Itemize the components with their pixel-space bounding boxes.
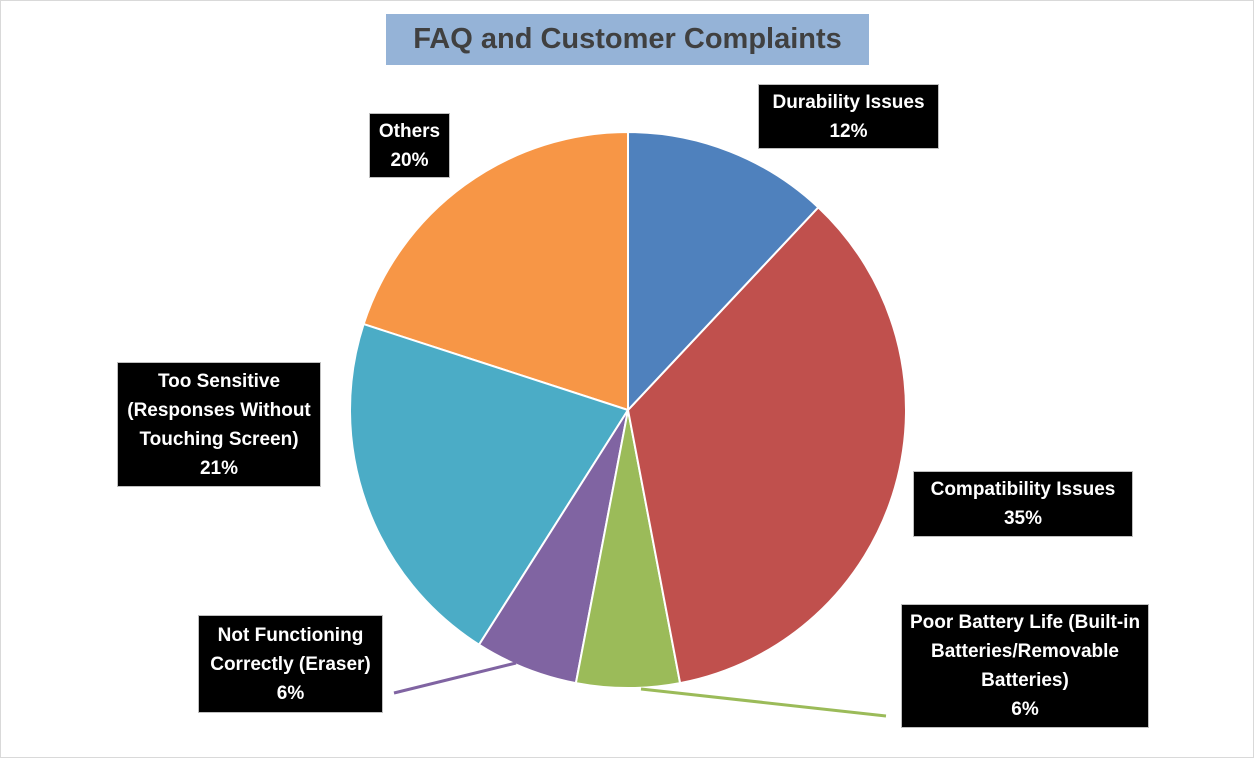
chart-title: FAQ and Customer Complaints (386, 14, 869, 65)
data-label: Poor Battery Life (Built-in Batteries/Re… (901, 604, 1149, 728)
value-label: 35% (1003, 508, 1043, 529)
category-name: Others (378, 120, 441, 142)
data-label: Compatibility Issues 35% (913, 471, 1133, 537)
category-name: Poor Battery Life (Built-in Batteries/Re… (909, 612, 1141, 691)
leader-line (393, 661, 517, 695)
data-label: Not Functioning Correctly (Eraser) 6% (198, 615, 383, 713)
pie-slice (626, 205, 907, 685)
category-name: Compatibility Issues (930, 479, 1116, 500)
value-label: 21% (199, 457, 239, 479)
value-label: 6% (276, 682, 305, 704)
value-label: 6% (1011, 699, 1039, 720)
leader-line (640, 687, 887, 718)
pie-slice (349, 322, 630, 647)
pie-slice (627, 130, 820, 413)
category-name: Not Functioning Correctly (Eraser) (210, 624, 371, 675)
category-name: Durability Issues (772, 91, 925, 113)
value-label: 20% (390, 149, 429, 171)
category-name: Too Sensitive (Responses Without Touchin… (127, 370, 311, 450)
value-label: 12% (829, 120, 868, 142)
data-label: Others 20% (369, 113, 450, 178)
data-label: Too Sensitive (Responses Without Touchin… (117, 362, 321, 487)
data-label: Durability Issues 12% (758, 84, 939, 149)
pie-slice (362, 130, 629, 412)
